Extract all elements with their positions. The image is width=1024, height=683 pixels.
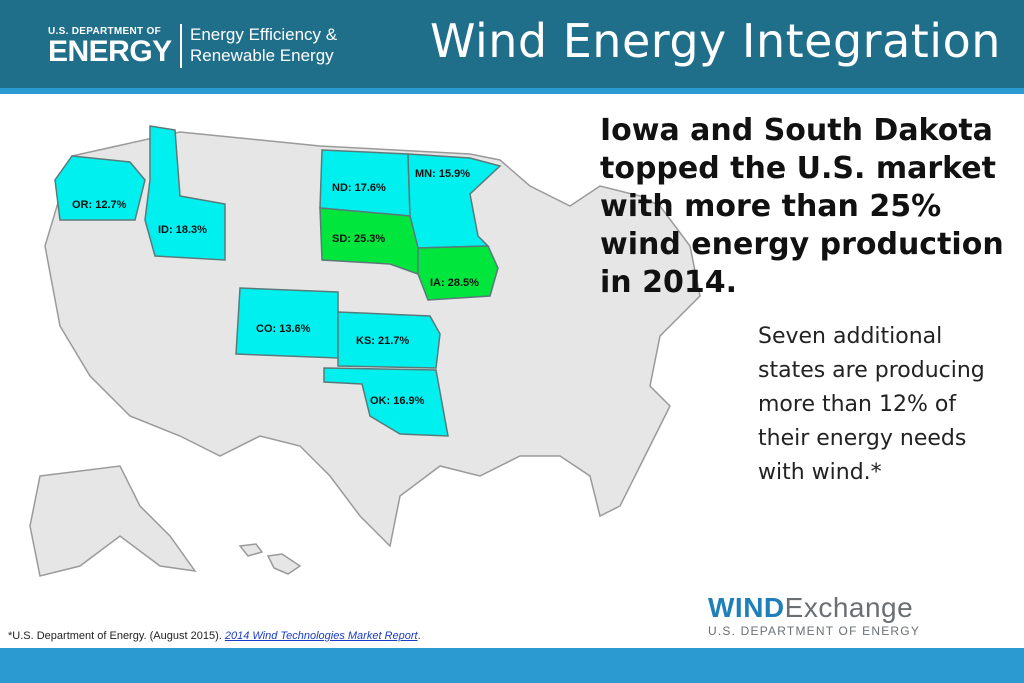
state-label-ks: KS: 21.7% [356,335,409,347]
windexchange-logo: WINDExchange U.S. DEPARTMENT OF ENERGY [708,592,920,638]
state-label-ok: OK: 16.9% [370,395,425,407]
doe-logo: U.S. DEPARTMENT OF ENERGY [48,26,172,67]
citation-footnote: *U.S. Department of Energy. (August 2015… [8,630,421,642]
brand-exchange: Exchange [784,592,914,623]
footer-bar [0,648,1024,683]
state-label-ia: IA: 28.5% [430,277,479,289]
state-label-or: OR: 12.7% [72,199,127,211]
state-ia [417,245,499,301]
map-svg: OR: 12.7% ID: 18.3% ND: 17.6% MN: 15.9% SD: … [29,125,701,577]
footnote-prefix: *U.S. Department of Energy. (August 2015… [8,630,225,642]
office-line2: Renewable Energy [190,46,334,65]
state-id [144,125,226,261]
brand-sub: U.S. DEPARTMENT OF ENERGY [708,624,921,638]
agency-small-text: U.S. DEPARTMENT OF [48,26,161,37]
brand-wind: WIND [708,592,785,623]
office-line1: Energy Efficiency & [190,25,338,44]
state-label-id: ID: 18.3% [158,224,207,236]
state-label-mn: MN: 15.9% [415,168,470,180]
logo-divider [180,24,182,68]
us-wind-map: OR: 12.7% ID: 18.3% ND: 17.6% MN: 15.9% SD: … [0,96,720,596]
agency-big-text: ENERGY [48,35,172,68]
header-stripe [0,88,1024,94]
footnote-suffix: . [417,630,421,642]
report-link[interactable]: 2014 Wind Technologies Market Report [224,630,418,642]
hawaii-shape [238,543,302,575]
state-label-co: CO: 13.6% [256,323,311,335]
state-ks [337,311,441,369]
state-label-sd: SD: 25.3% [332,233,385,245]
header-bar [0,0,1024,90]
eere-logo: Energy Efficiency & Renewable Energy [190,24,337,66]
state-ok [323,367,449,437]
state-or [54,155,146,221]
subtext: Seven additional states are producing mo… [758,324,985,485]
headline-text: Iowa and South Dakota topped the U.S. ma… [600,113,1004,300]
state-label-nd: ND: 17.6% [332,182,386,194]
page-title: Wind Energy Integration [430,14,1001,68]
alaska-shape [29,465,197,577]
